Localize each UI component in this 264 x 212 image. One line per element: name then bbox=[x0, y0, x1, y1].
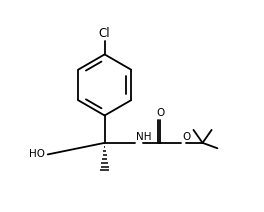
Text: NH: NH bbox=[136, 132, 152, 142]
Text: O: O bbox=[156, 108, 164, 118]
Text: O: O bbox=[182, 132, 190, 142]
Text: HO: HO bbox=[29, 149, 45, 159]
Text: Cl: Cl bbox=[99, 27, 110, 40]
